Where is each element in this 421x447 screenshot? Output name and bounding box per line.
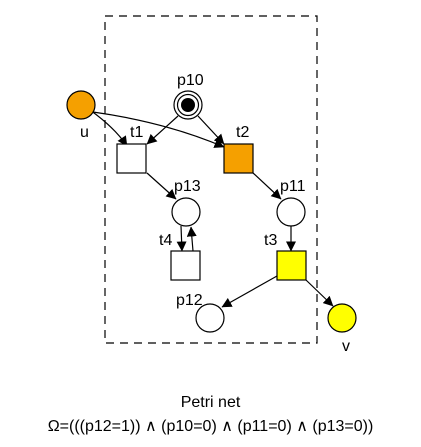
arc-t3-to-p12 xyxy=(221,275,278,308)
label-p12: p12 xyxy=(176,292,203,309)
label-p11: p11 xyxy=(280,178,306,195)
transition-t1 xyxy=(116,143,147,174)
label-p10: p10 xyxy=(177,72,204,89)
place-p11 xyxy=(276,197,306,227)
place-v xyxy=(327,303,357,333)
place-p13 xyxy=(171,197,201,227)
arc-t3-to-v xyxy=(305,279,334,307)
label-p13: p13 xyxy=(174,178,201,195)
label-t4: t4 xyxy=(159,232,172,249)
arc-t4-to-p13 xyxy=(186,226,197,252)
arc-t1-to-p13 xyxy=(146,172,177,200)
label-t3: t3 xyxy=(264,232,277,249)
transition-t3 xyxy=(276,250,307,281)
place-p12 xyxy=(195,303,225,333)
caption-formula: Ω=(((p12=1)) ∧ (p10=0) ∧ (p11=0) ∧ (p13=… xyxy=(47,418,374,435)
arc-p13-to-t4 xyxy=(176,225,187,252)
arc-p10-to-t1 xyxy=(146,115,179,145)
caption-title: Petri net xyxy=(180,394,241,411)
arc-t2-to-p11 xyxy=(251,171,282,200)
label-u: u xyxy=(80,124,89,141)
place-u xyxy=(66,90,96,120)
arc-u-to-t2 xyxy=(92,111,225,148)
net-boundary xyxy=(104,15,318,344)
transition-t2 xyxy=(223,143,254,174)
label-v: v xyxy=(342,338,350,355)
transition-t4 xyxy=(170,250,201,281)
label-t2: t2 xyxy=(236,124,249,141)
arcs xyxy=(89,109,334,308)
arc-u-to-t1 xyxy=(89,109,128,147)
arc-p10-to-t2 xyxy=(197,115,225,145)
label-t1: t1 xyxy=(130,124,143,141)
token-p10 xyxy=(181,98,195,112)
